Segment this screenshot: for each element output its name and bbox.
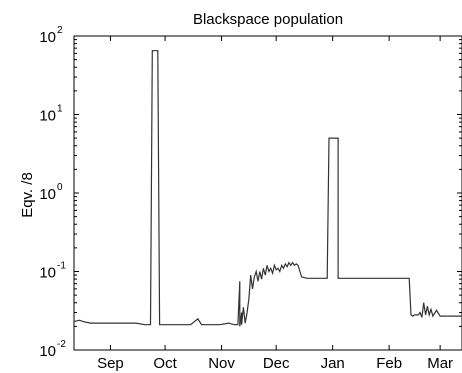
y-axis-label: Eqv. /8 [19,172,36,218]
y-tick-label: 10 [39,265,56,282]
x-tick-label: Oct [153,355,177,372]
y-tick-label: 10 [39,343,56,360]
x-tick-label: Nov [208,355,235,372]
y-tick-exponent: 2 [57,25,63,36]
series-line [73,50,462,327]
y-tick-label: 10 [39,186,56,203]
plot-frame [73,35,462,351]
x-tick-label: Feb [376,355,402,372]
y-tick-exponent: 1 [57,104,63,115]
x-tick-label: Sep [97,355,124,372]
y-tick-label: 10 [39,29,56,46]
data-layer [73,50,462,327]
x-tick-label: Mar [427,355,453,372]
y-tick-label: 10 [39,108,56,125]
x-tick-label: Jan [321,355,345,372]
y-tick-exponent: -1 [57,261,66,272]
x-tick-label: Dec [263,355,290,372]
y-tick-exponent: 0 [57,182,63,193]
chart-title: Blackspace population [193,11,343,28]
y-tick-exponent: -2 [57,339,66,350]
